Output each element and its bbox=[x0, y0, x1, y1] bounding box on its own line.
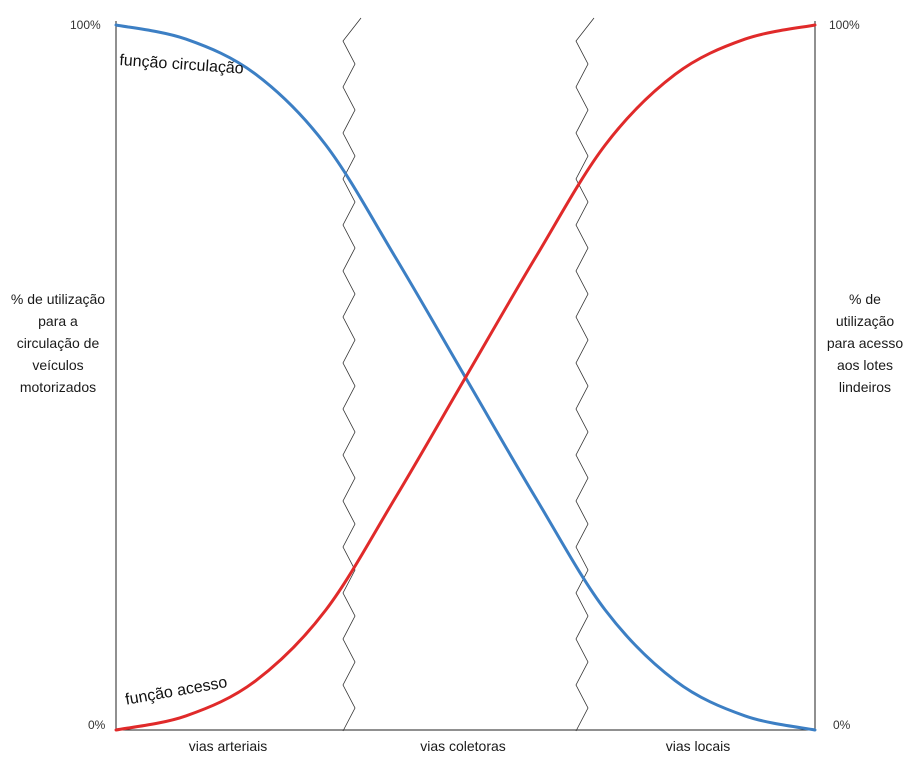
y-axis-label-right-line: lindeiros bbox=[838, 379, 892, 395]
y-axis-label-left-line: motorizados bbox=[19, 379, 97, 395]
y-tick-left-top: 100% bbox=[70, 18, 101, 32]
y-axis-label-left-line: % de utilização bbox=[10, 291, 106, 307]
y-axis-label-left-line: circulação de bbox=[16, 335, 100, 351]
y-axis-label-right-line: aos lotes bbox=[836, 357, 894, 373]
series-lines bbox=[114, 23, 817, 732]
y-tick-left-bottom: 0% bbox=[88, 718, 106, 732]
x-category-label: vias arteriais bbox=[188, 738, 268, 754]
y-axis-label-left: % de utilização para a circulação de veí… bbox=[0, 288, 116, 398]
y-tick-right-bottom: 0% bbox=[833, 718, 851, 732]
y-axis-label-right-line: % de bbox=[849, 291, 881, 307]
y-axis-label-right-line: para acesso bbox=[826, 335, 904, 351]
axes bbox=[115, 21, 816, 731]
x-category-label: vias locais bbox=[665, 738, 731, 754]
y-tick-right-top: 100% bbox=[829, 18, 860, 32]
y-axis-label-right: % de utilização para acesso aos lotes li… bbox=[816, 288, 914, 398]
x-category-label: vias coletoras bbox=[420, 738, 506, 754]
series-line bbox=[114, 23, 817, 732]
y-axis-label-left-line: para a bbox=[38, 313, 78, 329]
zigzag-dividers bbox=[342, 17, 595, 732]
y-axis-label-right-line: utilização bbox=[835, 313, 895, 329]
zigzag-divider bbox=[575, 17, 595, 732]
zigzag-divider bbox=[342, 17, 362, 732]
y-axis-label-left-line: veículos bbox=[32, 357, 84, 373]
